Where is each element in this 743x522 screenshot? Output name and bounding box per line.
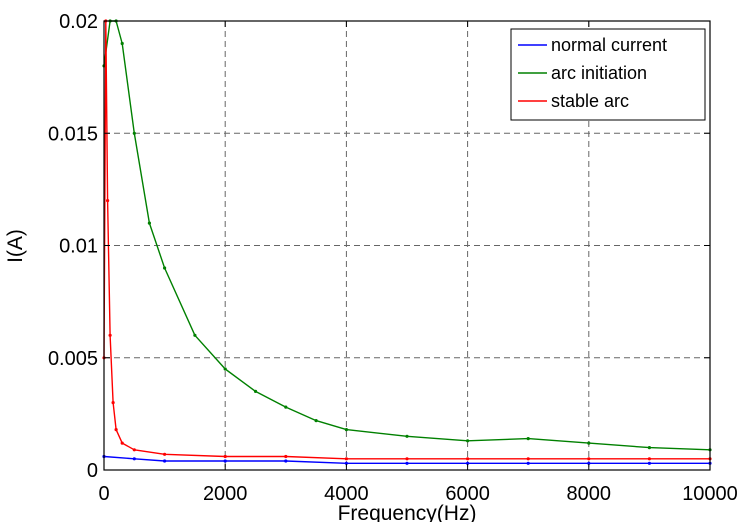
- data-point-stable-arc: [108, 333, 112, 337]
- data-point-arc-initiation: [223, 367, 227, 371]
- data-point-normal-current: [526, 461, 530, 465]
- data-point-normal-current: [284, 459, 288, 463]
- data-point-normal-current: [132, 457, 136, 461]
- data-point-arc-initiation: [253, 389, 258, 393]
- data-point-stable-arc: [163, 452, 167, 456]
- data-point-arc-initiation: [163, 266, 167, 270]
- data-point-stable-arc: [132, 448, 136, 452]
- data-point-stable-arc: [284, 454, 288, 459]
- data-point-arc-initiation: [284, 405, 288, 409]
- data-point-normal-current: [466, 461, 470, 465]
- data-point-arc-initiation: [314, 419, 318, 423]
- series-layer: [102, 19, 712, 465]
- data-point-arc-initiation: [647, 446, 652, 450]
- legend-label-stable-arc: stable arc: [551, 91, 629, 111]
- x-tick-label: 0: [98, 483, 109, 505]
- legend-label-normal-current: normal current: [551, 35, 667, 55]
- data-point-normal-current: [344, 461, 348, 465]
- data-point-normal-current: [405, 461, 409, 465]
- y-axis-label: I(A): [4, 229, 27, 263]
- x-tick-label: 2000: [203, 483, 248, 505]
- data-point-normal-current: [163, 459, 167, 463]
- y-tick-label: 0.02: [59, 11, 98, 33]
- data-point-arc-initiation: [193, 333, 197, 337]
- x-tick-label: 8000: [567, 483, 612, 505]
- legend-label-arc-initiation: arc initiation: [551, 63, 647, 83]
- data-point-stable-arc: [647, 457, 652, 461]
- x-axis-label: Frequency(Hz): [338, 502, 477, 522]
- x-tick-label: 4000: [324, 483, 369, 505]
- y-tick-label: 0.005: [48, 348, 98, 370]
- x-tick-labels: 0 2000 4000 6000 8000 10000: [98, 483, 737, 505]
- data-point-normal-current: [647, 461, 652, 465]
- data-point-stable-arc: [405, 457, 409, 461]
- data-point-arc-initiation: [405, 434, 409, 438]
- data-point-normal-current: [223, 459, 227, 463]
- y-tick-label: 0: [87, 460, 98, 482]
- data-point-stable-arc: [114, 428, 118, 432]
- data-point-stable-arc: [106, 199, 110, 203]
- data-point-arc-initiation: [526, 437, 530, 441]
- data-point-arc-initiation: [120, 41, 124, 46]
- data-point-arc-initiation: [344, 428, 348, 432]
- data-point-stable-arc: [120, 441, 124, 445]
- x-tick-label: 10000: [682, 483, 738, 505]
- data-point-stable-arc: [466, 457, 470, 461]
- data-point-stable-arc: [111, 401, 115, 405]
- data-point-arc-initiation: [147, 221, 151, 225]
- series-line-stable-arc: [103, 20, 710, 460]
- data-point-normal-current: [587, 461, 591, 465]
- legend: normal current arc initiation stable arc: [510, 28, 706, 121]
- y-tick-label: 0.01: [59, 236, 98, 258]
- series-line-normal-current: [103, 455, 710, 464]
- data-point-arc-initiation: [132, 131, 136, 135]
- legend-box: [510, 28, 706, 121]
- x-tick-label: 6000: [445, 483, 490, 505]
- data-point-stable-arc: [344, 457, 348, 461]
- data-point-arc-initiation: [587, 441, 591, 445]
- data-point-stable-arc: [526, 457, 530, 461]
- data-point-stable-arc: [223, 454, 227, 459]
- tick-marks: [103, 20, 711, 471]
- data-point-stable-arc: [587, 457, 591, 461]
- data-point-arc-initiation: [466, 439, 470, 443]
- y-tick-labels: 0 0.005 0.01 0.015 0.02: [48, 11, 98, 482]
- y-tick-label: 0.015: [48, 123, 98, 145]
